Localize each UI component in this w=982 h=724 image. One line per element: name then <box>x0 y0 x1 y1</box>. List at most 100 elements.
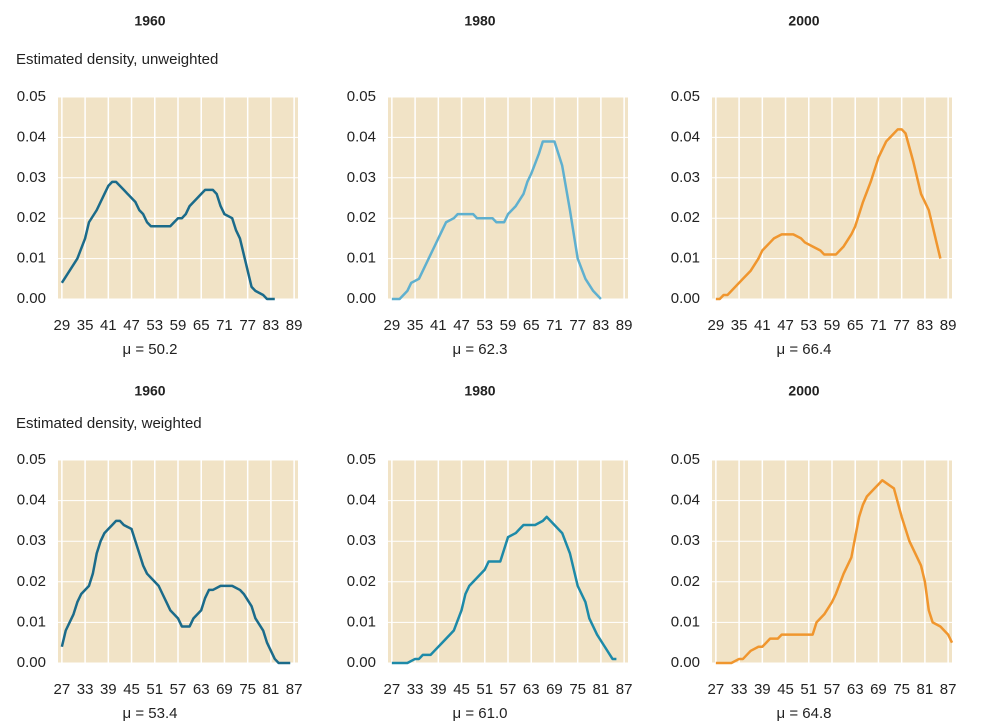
x-tick-label: 63 <box>193 681 210 698</box>
x-tick-label: 35 <box>77 317 94 334</box>
x-tick-label: 83 <box>593 317 610 334</box>
x-tick-label: 51 <box>476 681 493 698</box>
x-tick-label: 41 <box>100 317 117 334</box>
x-tick-label: 53 <box>476 317 493 334</box>
panel-title: 2000 <box>788 383 819 399</box>
x-tick-label: 57 <box>500 681 517 698</box>
y-tick-label: 0.03 <box>17 532 46 549</box>
x-tick-label: 89 <box>616 317 633 334</box>
x-tick-label: 53 <box>800 317 817 334</box>
y-tick-label: 0.05 <box>17 88 46 105</box>
x-tick-label: 45 <box>123 681 140 698</box>
x-tick-label: 27 <box>708 681 725 698</box>
line <box>391 515 617 665</box>
x-tick-label: 39 <box>430 681 447 698</box>
x-tick-label: 35 <box>731 317 748 334</box>
x-tick-label: 33 <box>77 681 94 698</box>
x-tick-label: 87 <box>616 681 633 698</box>
line <box>60 519 291 665</box>
y-tick-label: 0.02 <box>671 209 700 226</box>
x-tick-label: 51 <box>800 681 817 698</box>
x-tick-label: 71 <box>870 317 887 334</box>
x-tick-label: 47 <box>453 317 470 334</box>
x-tick-label: 63 <box>523 681 540 698</box>
x-tick-label: 39 <box>754 681 771 698</box>
x-tick-label: 45 <box>777 681 794 698</box>
panel-title: 1980 <box>464 13 495 29</box>
x-tick-label: 77 <box>893 317 910 334</box>
y-tick-label: 0.05 <box>17 451 46 468</box>
x-tick-label: 65 <box>193 317 210 334</box>
panel-title: 1960 <box>134 13 165 29</box>
x-tick-label: 75 <box>893 681 910 698</box>
y-tick-label: 0.05 <box>347 451 376 468</box>
x-tick-label: 63 <box>847 681 864 698</box>
x-tick-label: 87 <box>286 681 303 698</box>
x-tick-label: 81 <box>917 681 934 698</box>
y-tick-label: 0.02 <box>17 573 46 590</box>
y-tick-label: 0.04 <box>671 128 700 145</box>
x-tick-label: 69 <box>870 681 887 698</box>
y-tick-label: 0.01 <box>347 250 376 267</box>
x-axis-label: μ = 66.4 <box>777 341 832 358</box>
subtitle: Estimated density, unweighted <box>16 51 218 68</box>
y-tick-label: 0.01 <box>671 613 700 630</box>
x-tick-label: 35 <box>407 317 424 334</box>
panel-title: 1960 <box>134 383 165 399</box>
y-tick-label: 0.00 <box>17 290 46 307</box>
x-axis-label: μ = 53.4 <box>123 705 178 722</box>
y-tick-label: 0.04 <box>17 492 46 509</box>
x-tick-label: 69 <box>546 681 563 698</box>
x-tick-label: 75 <box>239 681 256 698</box>
x-tick-label: 75 <box>569 681 586 698</box>
y-tick-label: 0.02 <box>347 573 376 590</box>
y-tick-label: 0.03 <box>17 169 46 186</box>
line <box>60 180 275 301</box>
subtitle: Estimated density, weighted <box>16 415 202 432</box>
x-tick-label: 71 <box>546 317 563 334</box>
x-axis-label: μ = 62.3 <box>453 341 508 358</box>
y-tick-label: 0.05 <box>347 88 376 105</box>
y-tick-label: 0.00 <box>671 654 700 671</box>
x-tick-label: 57 <box>170 681 187 698</box>
x-tick-label: 53 <box>146 317 163 334</box>
y-tick-label: 0.00 <box>17 654 46 671</box>
x-tick-label: 81 <box>593 681 610 698</box>
x-tick-label: 27 <box>384 681 401 698</box>
line <box>715 128 942 301</box>
x-tick-label: 33 <box>731 681 748 698</box>
y-tick-label: 0.00 <box>671 290 700 307</box>
x-tick-label: 89 <box>940 317 957 334</box>
y-tick-label: 0.01 <box>347 613 376 630</box>
y-tick-label: 0.05 <box>671 451 700 468</box>
y-tick-label: 0.03 <box>671 169 700 186</box>
panel-title: 2000 <box>788 13 819 29</box>
x-tick-label: 81 <box>263 681 280 698</box>
x-tick-label: 77 <box>239 317 256 334</box>
y-tick-label: 0.02 <box>671 573 700 590</box>
x-tick-label: 29 <box>384 317 401 334</box>
y-tick-label: 0.00 <box>347 290 376 307</box>
x-tick-label: 77 <box>569 317 586 334</box>
x-tick-label: 83 <box>917 317 934 334</box>
x-tick-label: 47 <box>123 317 140 334</box>
x-tick-label: 47 <box>777 317 794 334</box>
x-tick-label: 65 <box>847 317 864 334</box>
line <box>391 140 602 301</box>
y-tick-label: 0.02 <box>17 209 46 226</box>
y-tick-label: 0.04 <box>671 492 700 509</box>
y-tick-label: 0.01 <box>671 250 700 267</box>
x-tick-label: 51 <box>146 681 163 698</box>
y-tick-label: 0.01 <box>17 613 46 630</box>
y-tick-label: 0.03 <box>347 169 376 186</box>
y-tick-label: 0.03 <box>347 532 376 549</box>
x-tick-label: 41 <box>754 317 771 334</box>
x-tick-label: 69 <box>216 681 233 698</box>
x-tick-label: 59 <box>500 317 517 334</box>
x-tick-label: 41 <box>430 317 447 334</box>
x-tick-label: 39 <box>100 681 117 698</box>
x-axis-label: μ = 61.0 <box>453 705 508 722</box>
x-tick-label: 33 <box>407 681 424 698</box>
y-tick-label: 0.04 <box>17 128 46 145</box>
